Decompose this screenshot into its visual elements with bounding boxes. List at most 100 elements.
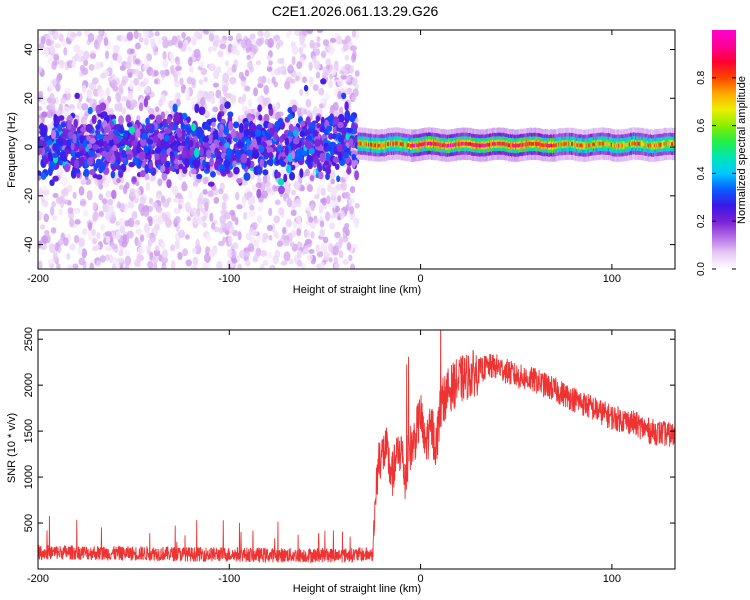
heatmap-cell	[217, 112, 222, 122]
heatmap-cell	[247, 116, 254, 123]
heatmap-cell	[98, 30, 104, 36]
heatmap-line-cell	[464, 142, 467, 146]
heatmap-line-cell	[430, 141, 432, 146]
heatmap-line-cell	[431, 142, 433, 146]
heatmap-line-cell	[534, 142, 536, 146]
heatmap-line-cell	[459, 142, 462, 147]
heatmap-cell	[52, 152, 59, 158]
heatmap-line-cell	[473, 143, 475, 147]
colorbar-tick-label: 0.4	[696, 166, 707, 180]
heatmap-cell	[306, 30, 314, 35]
heatmap-cell	[192, 215, 199, 225]
heatmap-cell	[251, 229, 258, 237]
heatmap-line-cell	[471, 142, 473, 147]
heatmap-line-cell	[564, 142, 567, 146]
heatmap-cell	[258, 114, 263, 121]
heatmap-cell	[47, 151, 52, 159]
heatmap-cell	[88, 82, 94, 90]
heatmap-line-cell	[455, 143, 458, 147]
heatmap-cell	[113, 135, 119, 145]
heatmap-line-cell	[450, 143, 452, 148]
heatmap-cell	[141, 132, 147, 141]
heatmap-cell	[212, 44, 217, 52]
heatmap-line-cell	[577, 143, 580, 148]
heatmap-cell	[94, 61, 101, 70]
heatmap-cell	[235, 191, 240, 201]
heatmap-cell	[277, 66, 282, 76]
heatmap-cell	[337, 122, 344, 129]
heatmap-cell	[178, 204, 183, 210]
heatmap-cell	[298, 46, 303, 55]
heatmap-line-cell	[561, 142, 564, 147]
heatmap-cell	[346, 241, 352, 251]
heatmap-cell	[169, 151, 174, 157]
heatmap-line-cell	[622, 143, 625, 148]
heatmap-cell	[209, 63, 216, 70]
heatmap-line-cell	[519, 143, 522, 147]
colorbar-tick-label: 0.0	[696, 262, 707, 276]
heatmap-cell	[244, 259, 251, 267]
heatmap-line-cell	[667, 142, 670, 146]
heatmap-line-cell	[462, 141, 465, 146]
heatmap-cell	[291, 229, 297, 238]
heatmap-cell	[50, 43, 55, 54]
heatmap-cell	[79, 198, 87, 207]
heatmap-cell	[119, 65, 127, 71]
heatmap-cell	[346, 127, 353, 133]
heatmap-cell	[246, 54, 251, 61]
heatmap-line-cell	[658, 143, 661, 147]
heatmap-cell	[91, 102, 97, 112]
heatmap-cell	[351, 159, 356, 169]
heatmap-cell	[157, 215, 164, 225]
heatmap-line-cell	[606, 142, 609, 146]
heatmap-cell	[86, 135, 91, 141]
heatmap-line-cell	[377, 143, 380, 148]
heatmap-cell	[62, 106, 70, 116]
heatmap-line-cell	[537, 142, 540, 146]
heatmap-line-cell	[607, 142, 610, 146]
heatmap-line-cell	[669, 141, 672, 146]
heatmap-cell	[147, 238, 153, 247]
heatmap-cell	[270, 223, 276, 233]
heatmap-line-cell	[574, 142, 576, 147]
heatmap-cell	[248, 98, 253, 109]
heatmap-line-cell	[659, 142, 662, 147]
heatmap-cell	[144, 173, 150, 181]
heatmap-cell	[257, 82, 264, 89]
heatmap-cell	[152, 255, 159, 264]
heatmap-cell	[72, 263, 79, 269]
heatmap-line-cell	[521, 143, 524, 148]
heatmap-cell	[185, 234, 190, 240]
heatmap-line-cell	[411, 143, 413, 148]
heatmap-cell	[57, 124, 63, 132]
heatmap-line-cell	[421, 142, 424, 147]
heatmap-cell	[104, 50, 110, 60]
heatmap-cell	[131, 210, 138, 220]
heatmap-cell	[268, 60, 273, 66]
heatmap-cell	[354, 170, 360, 181]
y-tick-label: 2000	[23, 373, 35, 397]
heatmap-cell	[277, 178, 285, 186]
heatmap-cell	[326, 125, 333, 131]
heatmap-cell	[327, 115, 334, 122]
heatmap-cell	[202, 159, 207, 169]
heatmap-line-cell	[527, 142, 530, 146]
heatmap-line-cell	[457, 142, 460, 146]
heatmap-line-cell	[397, 141, 400, 146]
heatmap-line-cell	[417, 143, 420, 148]
heatmap-cell	[177, 145, 183, 152]
heatmap-cell	[75, 168, 81, 174]
heatmap-line-cell	[673, 142, 675, 146]
heatmap-cell	[134, 188, 141, 198]
heatmap-cell	[176, 59, 181, 67]
heatmap-line-cell	[518, 143, 521, 148]
heatmap-cell	[251, 222, 258, 230]
heatmap-cell	[160, 241, 166, 250]
heatmap-cell	[172, 103, 178, 113]
heatmap-cell	[208, 32, 215, 42]
heatmap-line-cell	[456, 142, 459, 146]
heatmap-cell	[321, 197, 327, 206]
heatmap-cell	[332, 245, 339, 256]
heatmap-cell	[229, 94, 237, 103]
